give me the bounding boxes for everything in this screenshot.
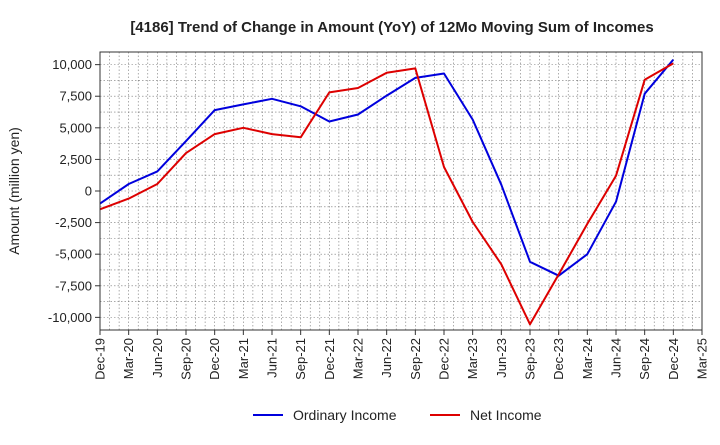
x-tick-label: Dec-23 <box>551 338 566 380</box>
x-tick-label: Jun-21 <box>265 338 280 378</box>
y-axis-label: Amount (million yen) <box>6 127 22 255</box>
y-tick-label: -7,500 <box>55 278 92 293</box>
x-tick-label: Mar-24 <box>580 338 595 379</box>
x-tick-label: Mar-21 <box>236 338 251 379</box>
x-tick-label: Jun-20 <box>150 338 165 378</box>
x-tick-label: Jun-22 <box>379 338 394 378</box>
x-tick-label: Mar-20 <box>121 338 136 379</box>
x-tick-label: Dec-24 <box>666 338 681 380</box>
plot-area-frame <box>99 51 703 331</box>
x-tick-label: Sep-22 <box>408 338 423 380</box>
y-tick-label: -5,000 <box>55 247 92 262</box>
series-line-ordinary-income <box>99 58 675 277</box>
y-tick-label: 5,000 <box>59 120 92 135</box>
x-tick-label: Dec-20 <box>207 338 222 380</box>
y-tick-label: 2,500 <box>59 152 92 167</box>
grid <box>99 52 703 330</box>
x-tick-label: Dec-21 <box>322 338 337 380</box>
series-line-net-income <box>99 62 674 326</box>
y-tick-label: -2,500 <box>55 215 92 230</box>
y-tick-label: 0 <box>85 184 92 199</box>
legend: Ordinary Income Net Income <box>253 407 542 423</box>
legend-label: Ordinary Income <box>293 407 397 423</box>
x-tick-label: Jun-23 <box>494 338 509 378</box>
x-tick-label: Sep-21 <box>293 338 308 380</box>
x-tick-label: Jun-24 <box>609 338 624 378</box>
y-tick-label: 10,000 <box>52 57 92 72</box>
series-lines <box>99 58 675 326</box>
x-tick-label: Dec-22 <box>437 338 452 380</box>
legend-label: Net Income <box>470 407 542 423</box>
x-tick-label: Mar-22 <box>351 338 366 379</box>
x-tick-label: Sep-23 <box>523 338 538 380</box>
chart-title: [4186] Trend of Change in Amount (YoY) o… <box>130 19 653 36</box>
y-tick-label: 7,500 <box>59 89 92 104</box>
x-tick-label: Sep-24 <box>637 338 652 380</box>
x-tick-label: Mar-25 <box>695 338 710 379</box>
x-tick-label: Mar-23 <box>465 338 480 379</box>
x-tick-label: Sep-20 <box>179 338 194 380</box>
x-axis-ticks: Dec-19 Mar-20 Jun-20 Sep-20 Dec-20 Mar-21 Jun-… <box>93 330 710 380</box>
y-axis-ticks: 10,000 7,500 5,000 2,500 0 -2,500 -5,000 -7,500… <box>48 57 100 325</box>
x-tick-label: Dec-19 <box>93 338 108 380</box>
y-tick-label: -10,000 <box>48 310 92 325</box>
